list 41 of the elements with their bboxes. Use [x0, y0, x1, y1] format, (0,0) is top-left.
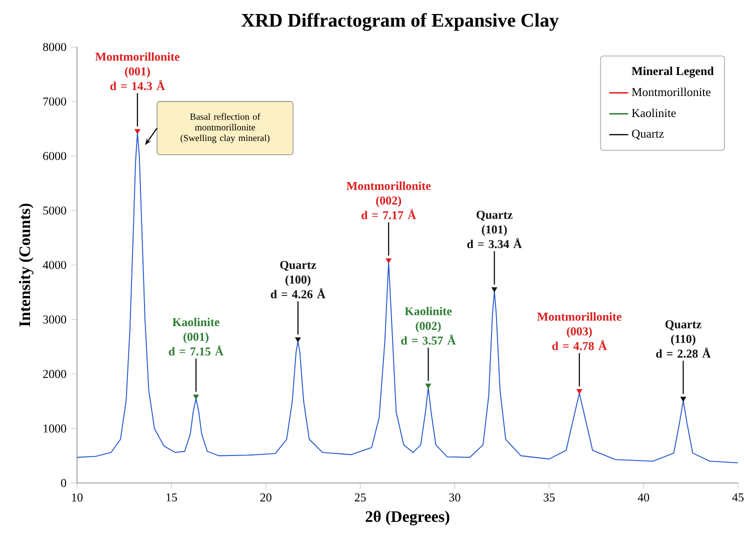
x-tick-label: 35: [544, 493, 555, 502]
point: [492, 287, 498, 292]
annotation: Basal reflection of montmorillonite (Swelling clay mineral): [180, 113, 270, 144]
legend-label: Kaolinite: [632, 108, 676, 118]
y-tick-label: 5000: [43, 206, 66, 215]
point: [680, 396, 686, 402]
point: [576, 389, 582, 394]
data-label: Quartz (101) d = 3.34 Å: [467, 210, 522, 248]
data-label: Montmorillonite (001) d = 14.3 Å: [95, 52, 180, 90]
x-tick-label: 40: [638, 493, 650, 502]
data-label: Kaolinite (001) d = 7.15 Å: [168, 318, 224, 356]
legend-title: Mineral Legend: [632, 66, 714, 78]
point: [134, 129, 140, 134]
x-axis-title: 2θ (Degrees): [366, 510, 450, 526]
data-label: Montmorillonite (002) d = 7.17 Å: [346, 182, 431, 220]
legend-label: Montmorillonite: [632, 88, 710, 96]
point: [386, 258, 392, 264]
x-tick-label: 10: [72, 493, 83, 502]
data-label: Montmorillonite (003) d = 4.78 Å: [537, 312, 622, 350]
y-tick-label: 3000: [43, 315, 66, 324]
y-tick-label: 0: [61, 478, 66, 488]
y-tick-label: 7000: [43, 97, 66, 106]
y-axis-title: Intensity (Counts): [18, 204, 34, 326]
x-tick-label: 45: [732, 493, 744, 502]
point: [425, 384, 432, 389]
chart-title: XRD Diffractogram of Expansive Clay: [241, 13, 559, 31]
point: [295, 337, 301, 342]
x-tick-label: 20: [260, 493, 272, 502]
x-tick-label: 25: [354, 493, 366, 502]
y-tick-label: 2000: [43, 370, 66, 378]
data-label: Quartz (100) d = 4.26 Å: [270, 260, 326, 298]
y-tick-label: 1000: [44, 424, 66, 433]
y-tick-label: 8000: [43, 42, 66, 52]
y-tick-label: 4000: [42, 260, 66, 270]
y-tick-label: 6000: [43, 152, 66, 160]
x-tick-label: 15: [166, 493, 177, 502]
data-label: Kaolinite (002) d = 3.57 Å: [401, 306, 456, 345]
legend-label: Quartz: [632, 130, 664, 140]
x-tick-label: 30: [449, 493, 460, 502]
point: [193, 394, 199, 400]
data-label: Quartz (110) d = 2.28 Å: [656, 320, 711, 358]
